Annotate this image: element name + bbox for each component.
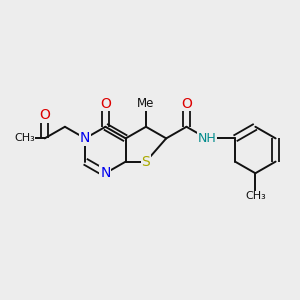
Text: N: N xyxy=(100,166,111,180)
Text: O: O xyxy=(39,108,50,122)
Text: O: O xyxy=(100,97,111,110)
Text: O: O xyxy=(181,97,192,110)
Text: CH₃: CH₃ xyxy=(14,134,35,143)
Text: NH: NH xyxy=(197,132,216,145)
Text: CH₃: CH₃ xyxy=(245,191,266,202)
Text: S: S xyxy=(142,154,150,169)
Text: N: N xyxy=(80,131,90,146)
Text: Me: Me xyxy=(137,97,154,110)
